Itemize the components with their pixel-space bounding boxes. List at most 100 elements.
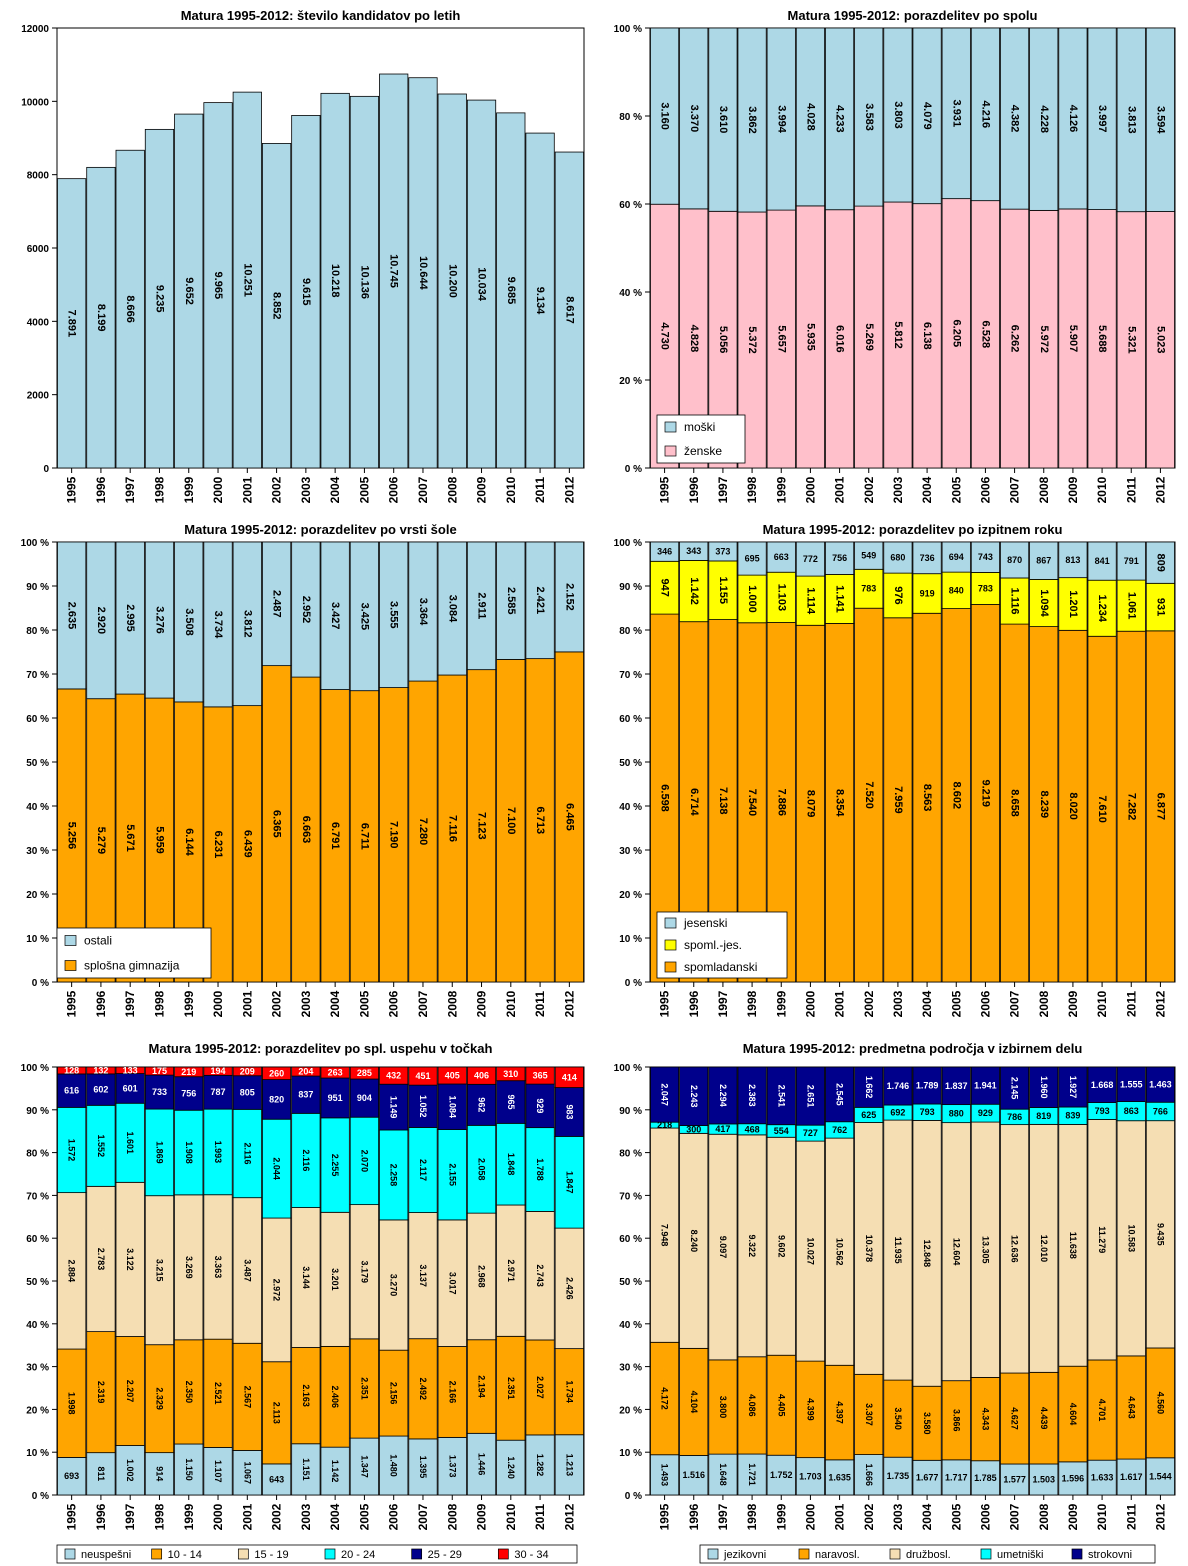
x-tick-label: 2010 — [504, 1503, 518, 1530]
bar-segment — [1058, 1365, 1088, 1463]
bar-segment — [1029, 579, 1059, 627]
data-label: 373 — [715, 546, 730, 556]
x-tick-label: 1997 — [123, 990, 137, 1017]
data-label: 733 — [152, 1087, 167, 1097]
legend-swatch — [707, 1548, 719, 1560]
data-label: 432 — [386, 1071, 401, 1081]
bar-segment — [232, 1197, 262, 1344]
x-tick-label: 2002 — [270, 1503, 284, 1530]
y-tick-label: 8000 — [27, 171, 50, 182]
bar-segment — [708, 1066, 738, 1125]
x-tick-label: 2007 — [416, 476, 430, 503]
x-tick-label: 1998 — [152, 990, 166, 1017]
x-tick-label: 2007 — [416, 1503, 430, 1530]
bar-segment — [1116, 1355, 1146, 1460]
bar-segment — [57, 178, 87, 469]
x-tick-label: 2009 — [1066, 990, 1080, 1017]
legend-label: naravosl. — [815, 1549, 860, 1561]
y-tick-label: 20 % — [619, 1405, 642, 1416]
data-label: 1.746 — [887, 1081, 910, 1091]
x-tick-label: 2004 — [920, 990, 934, 1017]
y-tick-label: 80 % — [26, 1149, 49, 1160]
data-label: 1.662 — [864, 1076, 874, 1099]
data-label: 365 — [533, 1071, 548, 1081]
data-label: 1.149 — [389, 1096, 399, 1119]
bar-segment — [970, 1066, 1000, 1105]
bar-segment — [1058, 208, 1088, 469]
bar-segment — [1029, 626, 1059, 983]
data-label: 766 — [1153, 1106, 1168, 1116]
bar-segment — [1000, 208, 1030, 469]
bar-segment — [408, 77, 438, 469]
data-label: 5.671 — [124, 824, 136, 852]
data-label: 1.155 — [717, 576, 729, 604]
bar-segment — [525, 1066, 555, 1085]
data-label: 4.560 — [1155, 1392, 1165, 1415]
bar-segment — [1116, 579, 1146, 632]
data-label: 1.703 — [799, 1471, 822, 1481]
data-label: 951 — [328, 1093, 343, 1103]
bar-segment — [261, 1361, 292, 1465]
bar-segment — [737, 1453, 767, 1496]
x-tick-label: 1998 — [745, 1503, 759, 1530]
y-tick-label: 100 % — [21, 1063, 49, 1074]
data-label: 2.294 — [718, 1084, 728, 1107]
bar-segment — [679, 27, 709, 210]
x-tick-label: 1995 — [658, 476, 672, 503]
data-label: 7.190 — [388, 821, 400, 849]
data-label: 813 — [1065, 555, 1080, 565]
data-label: 3.084 — [446, 595, 458, 623]
data-label: 2.383 — [747, 1084, 757, 1107]
bar-segment — [854, 27, 884, 207]
data-label: 451 — [415, 1071, 430, 1081]
bar-segment — [1058, 541, 1088, 579]
data-label: 5.907 — [1067, 325, 1079, 353]
bar-segment — [737, 574, 767, 624]
bar-segment — [496, 1080, 526, 1124]
bar-segment — [854, 541, 884, 570]
bar-segment — [203, 1066, 233, 1076]
x-tick-label: 1999 — [182, 1503, 196, 1530]
bar-segment — [349, 95, 380, 469]
data-label: 4.627 — [1010, 1407, 1020, 1430]
bar-segment — [795, 1360, 825, 1459]
legend-swatch — [664, 421, 677, 433]
bar-segment — [496, 112, 526, 469]
data-label: 1.446 — [477, 1453, 487, 1476]
data-label: 756 — [181, 1088, 196, 1098]
bar-segment — [1145, 1457, 1175, 1496]
data-label: 1.282 — [535, 1454, 545, 1477]
y-tick-label: 40 % — [26, 1320, 49, 1331]
chart-4: Matura 1995-2012: porazdelitev po izpitn… — [614, 522, 1176, 1017]
bar-segment — [261, 665, 292, 983]
data-label: 8.079 — [804, 790, 816, 818]
bar-segment — [554, 1087, 584, 1137]
legend-swatch — [664, 917, 677, 929]
data-label: 1.142 — [688, 577, 700, 605]
y-tick-label: 70 % — [26, 670, 49, 681]
bar-segment — [737, 27, 767, 213]
data-label: 5.657 — [775, 325, 787, 353]
x-tick-label: 1995 — [658, 990, 672, 1017]
bar-segment — [174, 113, 204, 469]
data-label: 1.572 — [67, 1139, 77, 1162]
data-label: 5.959 — [153, 826, 165, 854]
data-label: 9.097 — [718, 1236, 728, 1259]
data-label: 346 — [657, 547, 672, 557]
x-tick-label: 2000 — [211, 476, 225, 503]
bar-segment — [1000, 541, 1030, 579]
data-label: 783 — [978, 583, 993, 593]
y-tick-label: 6000 — [27, 244, 50, 255]
bar-segment — [57, 1066, 87, 1075]
x-tick-label: 1998 — [152, 1503, 166, 1530]
data-label: 3.144 — [301, 1266, 311, 1289]
data-label: 343 — [686, 546, 701, 556]
y-tick-label: 10 % — [26, 1448, 49, 1459]
legend-swatch — [664, 961, 677, 973]
x-tick-label: 2004 — [920, 1503, 934, 1530]
data-label: 2.487 — [271, 590, 283, 618]
data-label: 9.615 — [300, 278, 312, 306]
data-label: 692 — [890, 1108, 905, 1118]
data-label: 2.070 — [359, 1150, 369, 1173]
y-tick-label: 80 % — [26, 626, 49, 637]
